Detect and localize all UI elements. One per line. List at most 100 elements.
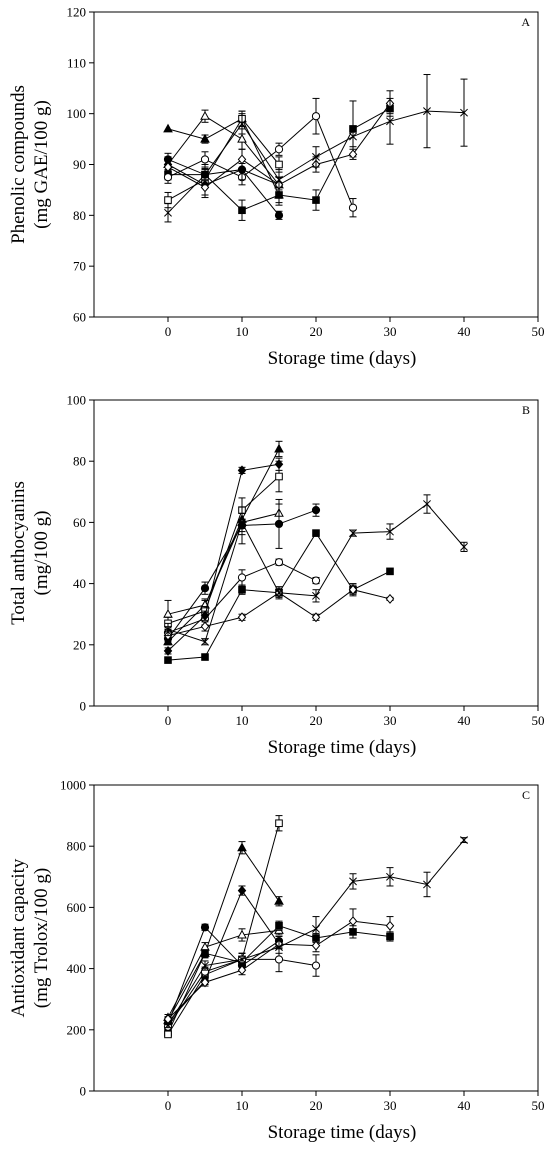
y-tick-label: 80	[73, 208, 86, 223]
data-point	[237, 612, 247, 623]
data-point	[275, 921, 283, 930]
data-point	[386, 117, 394, 126]
y-tick-label: 70	[73, 259, 86, 274]
data-point	[460, 108, 468, 117]
x-tick-label: 50	[532, 324, 545, 339]
data-point	[200, 110, 210, 120]
data-point	[274, 443, 284, 453]
y-tick-label: 800	[67, 839, 87, 854]
data-point	[423, 880, 431, 889]
data-point	[164, 1030, 172, 1039]
data-point	[238, 955, 246, 964]
data-point	[311, 112, 321, 121]
series-diamond-filled	[163, 157, 284, 199]
series-line	[167, 929, 280, 1018]
data-point	[274, 459, 284, 470]
data-point	[163, 162, 173, 173]
series-diamond-filled	[163, 457, 284, 656]
data-point	[238, 206, 246, 215]
data-point	[312, 591, 320, 600]
series-line	[167, 117, 280, 201]
data-point	[164, 625, 172, 634]
y-tick-label: 200	[67, 1022, 87, 1037]
x-tick-label: 0	[165, 713, 172, 728]
data-point	[348, 203, 358, 212]
data-point	[348, 916, 358, 927]
data-point	[237, 965, 247, 976]
chart-panel-a: 0 10 20 30 40 50 60 70 80 90 100 110 120 A Storage tim…	[8, 5, 545, 370]
x-tick-label: 10	[236, 1098, 249, 1113]
series-line	[167, 889, 280, 1023]
series-x	[164, 494, 468, 646]
x-tick-label: 40	[458, 324, 471, 339]
data-point	[274, 896, 284, 905]
x-tick-label: 20	[310, 1098, 323, 1113]
series-line	[167, 512, 280, 615]
series-line	[167, 164, 280, 186]
data-point	[237, 885, 247, 896]
panel-label: C	[522, 788, 530, 802]
panel-label: B	[522, 403, 530, 417]
series-line	[167, 476, 280, 624]
series-line	[167, 846, 280, 1021]
x-tick-label: 30	[384, 1098, 397, 1113]
y-axis-title: Phenolic compounds	[8, 85, 29, 244]
x-axis-title: Storage time (days)	[268, 737, 417, 758]
data-point	[238, 585, 246, 594]
x-tick-label: 20	[310, 713, 323, 728]
data-point	[312, 529, 320, 537]
data-point	[349, 877, 357, 886]
y-tick-label: 90	[73, 157, 86, 172]
data-point	[275, 160, 283, 169]
y-axis-title: (mg GAE/100 g)	[31, 100, 52, 229]
data-point	[274, 145, 284, 154]
data-point	[423, 107, 431, 116]
data-point	[237, 465, 247, 476]
data-point	[163, 645, 173, 656]
y-tick-label: 120	[67, 5, 87, 20]
y-tick-label: 100	[67, 393, 87, 408]
data-point	[460, 836, 468, 845]
data-point	[200, 155, 210, 164]
y-tick-label: 0	[80, 699, 87, 714]
data-point	[201, 949, 209, 958]
x-tick-label: 30	[384, 713, 397, 728]
data-point	[275, 943, 283, 952]
data-point	[164, 196, 172, 204]
data-point	[237, 842, 247, 852]
series-line	[167, 118, 280, 196]
data-point	[163, 173, 173, 182]
data-point	[423, 500, 431, 508]
data-point	[275, 588, 283, 597]
data-point	[201, 653, 209, 661]
y-tick-label: 0	[80, 1084, 87, 1099]
data-point	[237, 133, 247, 143]
data-point	[349, 529, 357, 538]
y-tick-label: 80	[73, 454, 86, 469]
series-line	[167, 115, 354, 208]
y-tick-label: 400	[67, 961, 87, 976]
x-tick-label: 10	[236, 713, 249, 728]
y-tick-label: 1000	[60, 778, 86, 793]
x-axis-title: Storage time (days)	[268, 348, 417, 369]
data-point	[348, 149, 358, 160]
y-axis-title: (mg/100 g)	[31, 511, 52, 596]
data-point	[237, 929, 247, 939]
y-tick-label: 100	[67, 106, 87, 121]
series-line	[167, 448, 280, 643]
data-point	[163, 123, 173, 133]
y-axis-title: Antioxidant capacity	[8, 858, 29, 1017]
series-line	[167, 158, 280, 216]
y-tick-label: 600	[67, 900, 87, 915]
chart-panel-b: 0 10 20 30 40 50 0 20 40 60 80 100 B Storage time (da…	[8, 393, 545, 759]
data-point	[349, 132, 357, 141]
data-point	[460, 542, 468, 551]
x-tick-label: 0	[165, 324, 172, 339]
chart-panel-c: 0 10 20 30 40 50 0 200 400 600 800 1000 C Storage tim…	[8, 778, 545, 1144]
data-point	[348, 584, 358, 595]
panel-label: A	[521, 15, 530, 29]
series-x	[164, 836, 468, 1030]
data-point	[311, 961, 321, 970]
